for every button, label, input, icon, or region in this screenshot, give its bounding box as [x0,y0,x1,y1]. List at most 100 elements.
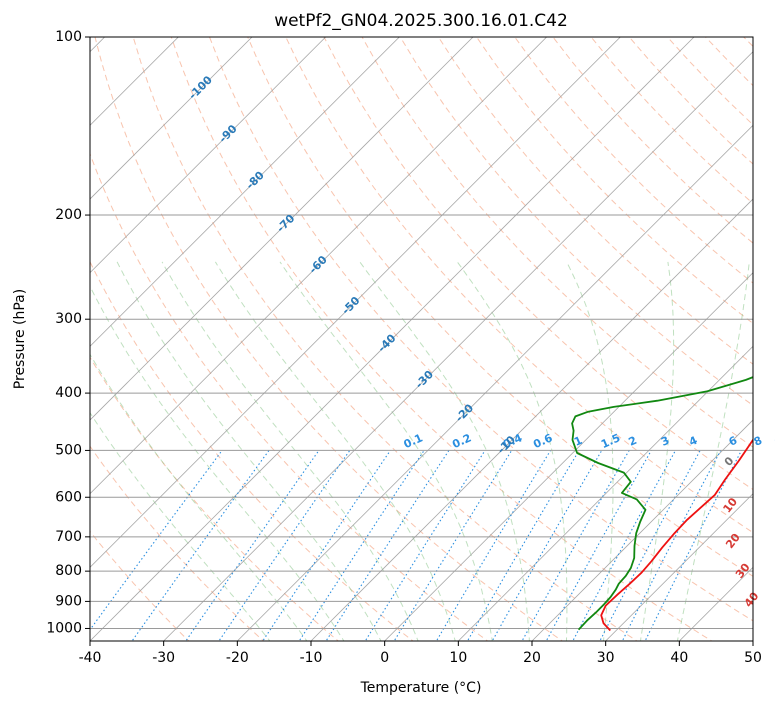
y-tick-label: 900 [55,593,82,609]
moist-adiabat [359,261,530,641]
isotherm [90,37,621,568]
isotherm [384,272,753,641]
moist-adiabat-label: 20 [723,531,743,551]
mixing-ratio-label: 0.2 [450,431,473,451]
isotherm [310,198,753,641]
moist-adiabat-label: 30 [733,561,753,581]
temperature-line [600,438,753,632]
y-axis-label: Pressure (hPa) [12,289,28,389]
plot-frame [89,36,754,642]
moist-adiabat [90,411,271,641]
mixing-ratio-label: 10 [773,432,775,450]
moist-adiabat [639,261,675,641]
mixing-ratio-line [262,450,391,641]
mixing-ratio-line [466,450,580,641]
isotherm-label: -100 [186,73,215,102]
isotherm-label: -20 [453,401,476,424]
moist-adiabat-label: 40 [742,589,762,609]
y-tick-label: 400 [55,385,82,401]
moist-adiabat [676,261,750,641]
x-tick-label: 10 [449,650,467,666]
mixing-ratio-line [298,450,425,641]
mixing-ratio-line [599,450,701,641]
isotherm [90,37,548,495]
x-tick-label: 50 [744,650,762,666]
isotherm [90,37,695,641]
dry-adiabat [552,37,753,244]
mixing-ratio-line [572,450,676,641]
dry-adiabat [90,152,489,641]
moist-adiabat [116,261,382,641]
mixing-ratio-labels: 0.10.20.40.611.52346810131620253036 [402,431,775,451]
isotherm [605,493,753,641]
mixing-ratio-label: 8 [752,434,764,449]
mixing-ratio-label: 3 [659,434,671,449]
mixing-ratio-line [218,450,351,641]
isotherm-label: -90 [216,122,239,145]
isotherm-label: -80 [244,169,267,192]
isotherm-labels: -100-90-80-70-60-50-40-30-20-10 [186,73,518,456]
moist-adiabat [214,261,456,641]
mixing-ratio-line [364,450,486,641]
mixing-ratio-line [435,450,552,641]
isotherm [163,51,753,641]
isotherm [236,124,753,641]
isotherm [90,37,400,347]
dry-adiabat [590,37,753,205]
isotherm-label: -30 [413,368,436,391]
moist-adiabat [456,261,568,641]
x-tick-label: -30 [152,650,175,666]
dry-adiabat [90,356,339,641]
mixing-ratio-label: 1.5 [599,431,622,451]
isotherm-label: -50 [339,294,362,317]
isotherm [90,37,179,126]
y-tick-label: 100 [55,29,82,45]
y-tick-label: 700 [55,529,82,545]
x-axis-ticks: -40 -30 -20 -10 0 10 20 30 40 50 [79,641,762,666]
x-tick-label: -10 [300,650,323,666]
moist-adiabat [161,261,419,641]
y-tick-label: 500 [55,442,82,458]
moist-adiabat [566,261,614,641]
dry-adiabat [514,37,753,284]
x-axis-label: Temperature (°C) [360,680,482,696]
y-tick-label: 600 [55,489,82,505]
y-tick-label: 300 [55,311,82,327]
y-tick-label: 800 [55,563,82,579]
mixing-ratio-label: 0.6 [531,431,554,451]
moist-adiabat [279,261,493,641]
sounding-profiles [571,376,753,632]
mixing-ratio-line [90,450,223,631]
dry-adiabat [285,37,753,534]
x-tick-label: 40 [670,650,688,666]
dewpoint-line [571,376,753,631]
x-tick-label: -20 [226,650,249,666]
isotherm [90,37,253,200]
moist-adiabat [90,285,345,641]
mixing-ratio-line [545,450,652,641]
x-tick-label: 0 [380,650,389,666]
y-tick-label: 1000 [46,620,82,636]
dry-adiabat [437,37,753,365]
dry-adiabat [476,37,753,325]
mixing-ratio-line [131,450,270,641]
isotherm-label: -40 [375,331,398,354]
mixing-ratio-line [185,450,320,641]
y-axis-ticks: 100 200 300 400 500 600 700 800 900 1000 [46,29,90,636]
isotherm [752,640,753,641]
mixing-ratio-line [621,450,722,641]
mixing-ratio-line [393,450,513,641]
mixing-ratio-line [325,450,450,641]
mixing-ratio-label: 2 [627,434,639,449]
x-tick-label: 20 [523,650,541,666]
isotherm-label: -60 [307,253,330,276]
chart-title: wetPf2_GN04.2025.300.16.01.C42 [274,11,568,31]
x-tick-label: 30 [597,650,615,666]
isotherm [457,345,753,641]
isotherm [90,37,474,421]
mixing-ratio-label: 0.1 [402,431,425,451]
dry-adiabat [361,37,753,448]
x-tick-label: -40 [79,650,102,666]
moist-adiabat [90,353,308,641]
